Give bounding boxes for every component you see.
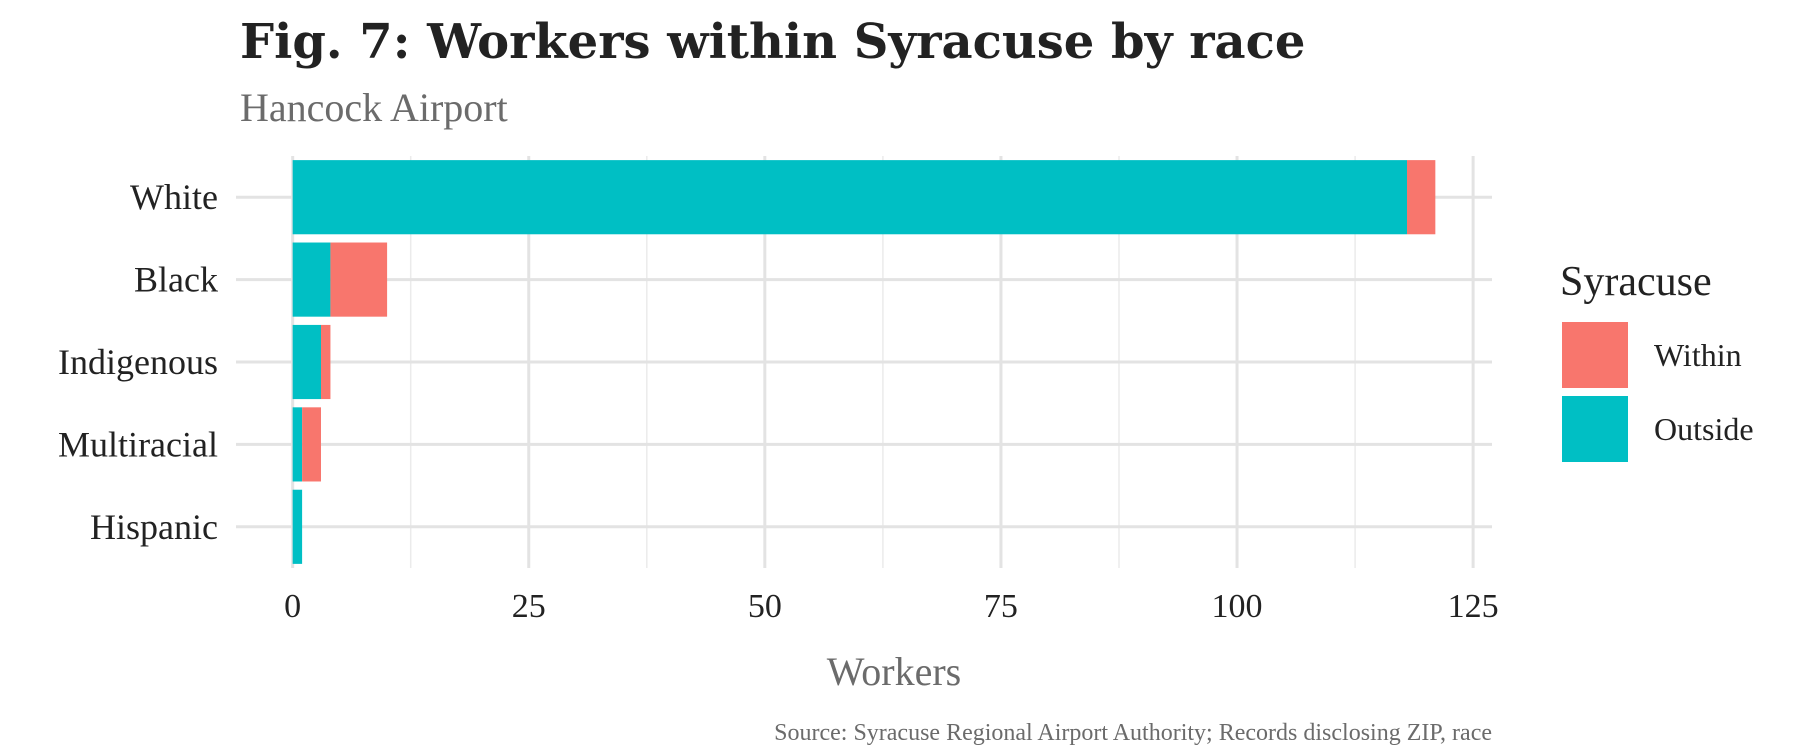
x-tick-label-25: 25 [512, 588, 546, 625]
y-tick-label-hispanic: Hispanic [90, 507, 218, 547]
bar-black-within [330, 242, 388, 317]
x-tick-label-0: 0 [284, 588, 301, 625]
y-tick-label-black: Black [134, 260, 218, 300]
chart-subtitle: Hancock Airport [240, 85, 508, 130]
bar-black-outside [292, 242, 331, 317]
x-tick-label-100: 100 [1212, 588, 1263, 625]
legend-label-outside: Outside [1654, 410, 1754, 447]
y-tick-label-multiracial: Multiracial [58, 424, 218, 464]
chart-title: Fig. 7: Workers within Syracuse by race [240, 14, 1306, 70]
bar-indigenous-within [320, 324, 331, 400]
source-caption: Source: Syracuse Regional Airport Author… [774, 720, 1492, 746]
legend-item-within: Within [1562, 322, 1742, 388]
y-tick-labels: White Black Indigenous Multiracial Hispanic [58, 177, 218, 547]
x-tick-label-125: 125 [1448, 588, 1499, 625]
bar-layer [292, 160, 1436, 564]
x-tick-label-50: 50 [748, 588, 782, 625]
bar-indigenous-outside [292, 324, 321, 400]
bar-white-outside [292, 160, 1408, 235]
x-tick-labels: 0 25 50 75 100 125 [284, 588, 1498, 625]
y-tick-label-white: White [130, 177, 218, 217]
y-tick-label-indigenous: Indigenous [58, 342, 218, 382]
legend-title: Syracuse [1560, 259, 1712, 305]
legend-item-outside: Outside [1562, 396, 1754, 462]
legend-key-within [1562, 322, 1628, 388]
x-axis-label: Workers [826, 649, 962, 694]
bar-multiracial-within [302, 407, 321, 482]
bar-hispanic-outside [292, 489, 303, 564]
bar-multiracial-outside [292, 407, 303, 482]
x-tick-label-75: 75 [984, 588, 1018, 625]
legend-label-within: Within [1654, 336, 1742, 373]
legend-key-outside [1562, 396, 1628, 462]
bar-white-within [1407, 160, 1436, 235]
